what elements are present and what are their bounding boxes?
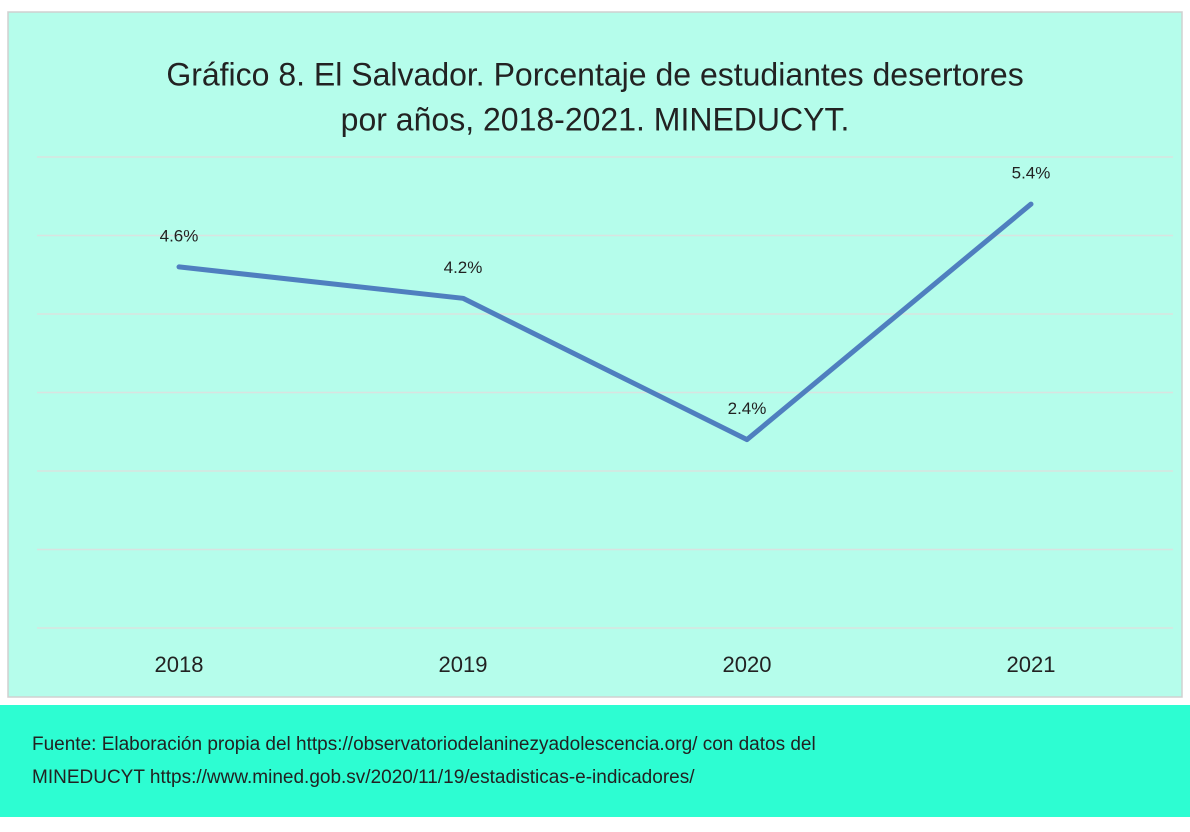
x-tick-label: 2020: [723, 652, 772, 677]
chart-title: Gráfico 8. El Salvador. Porcentaje de es…: [166, 56, 1023, 92]
data-label: 4.2%: [444, 258, 483, 277]
x-tick-label: 2019: [439, 652, 488, 677]
footer-text: Fuente: Elaboración propia del https://o…: [32, 734, 816, 755]
data-label: 2.4%: [728, 399, 767, 418]
x-tick-label: 2018: [155, 652, 204, 677]
chart-background: [7, 11, 1183, 698]
x-tick-label: 2021: [1007, 652, 1056, 677]
data-line: [176, 201, 1034, 443]
chart-title: por años, 2018-2021. MINEDUCYT.: [341, 101, 850, 137]
data-label: 4.6%: [160, 226, 199, 245]
data-label: 5.4%: [1012, 164, 1051, 183]
footer-background: [0, 705, 1190, 817]
footer-text: MINEDUCYT https://www.mined.gob.sv/2020/…: [32, 767, 695, 788]
